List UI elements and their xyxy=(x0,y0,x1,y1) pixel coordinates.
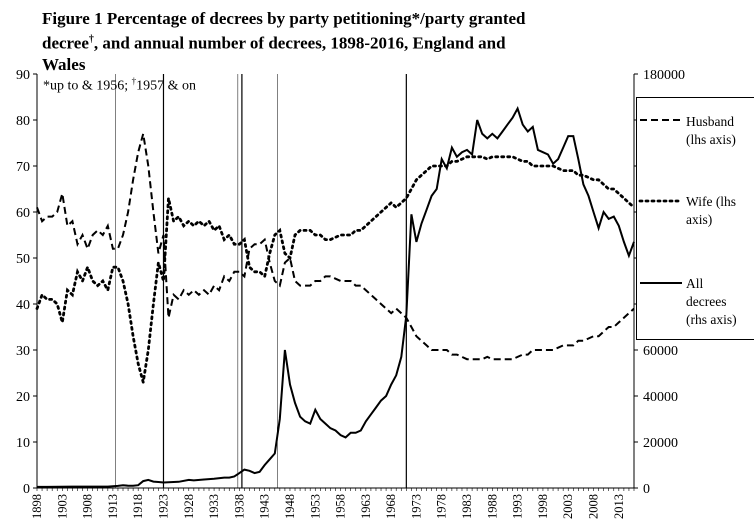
x-tick-label: 1943 xyxy=(258,494,272,519)
dagger-symbol: † xyxy=(88,34,94,45)
x-tick-label: 1908 xyxy=(81,494,95,519)
x-tick-label: 1958 xyxy=(334,494,348,519)
x-tick-label: 1918 xyxy=(131,494,145,519)
legend-all-line1: All xyxy=(686,276,704,291)
x-tick-label: 2003 xyxy=(561,494,575,519)
x-tick-label: 1903 xyxy=(55,494,69,519)
x-tick-label: 2013 xyxy=(612,494,626,519)
left-tick-label: 20 xyxy=(16,390,30,405)
x-tick-label: 1993 xyxy=(511,494,525,519)
x-tick-label: 1913 xyxy=(106,494,120,519)
chart-title: Figure 1 Percentage of decrees by party … xyxy=(42,8,642,75)
legend-wife-line1: Wife (lhs xyxy=(686,194,737,209)
x-tick-label: 1998 xyxy=(536,494,550,519)
chart-title-line2-post: , and annual number of decrees, 1898-201… xyxy=(93,33,506,53)
legend-husband-line2: (lhs axis) xyxy=(686,132,736,147)
x-tick-label: 1928 xyxy=(182,494,196,519)
x-tick-label: 1923 xyxy=(156,494,170,519)
left-tick-label: 60 xyxy=(16,206,30,221)
right-tick-label: 40000 xyxy=(643,390,678,405)
right-tick-label: 60000 xyxy=(643,344,678,359)
legend-wife-line2: axis) xyxy=(686,212,713,227)
legend xyxy=(636,97,754,340)
legend-all-line3: (rhs axis) xyxy=(686,312,737,327)
chart-footnote-post: 1957 & on xyxy=(136,78,197,94)
left-tick-label: 90 xyxy=(16,68,30,83)
x-tick-label: 1973 xyxy=(409,494,423,519)
chart-title-line2: decree†, and annual number of decrees, 1… xyxy=(42,29,642,54)
chart-footnote-pre: *up to & 1956; xyxy=(43,78,132,94)
x-tick-label: 1978 xyxy=(435,494,449,519)
right-tick-label: 180000 xyxy=(643,68,685,83)
x-tick-label: 1988 xyxy=(485,494,499,519)
series-line-all-decrees xyxy=(37,105,635,488)
x-tick-label: 1963 xyxy=(359,494,373,519)
left-tick-label: 80 xyxy=(16,114,30,129)
x-tick-label: 1983 xyxy=(460,494,474,519)
series-line-wife xyxy=(35,155,636,383)
x-tick-label: 1953 xyxy=(308,494,322,519)
right-tick-label: 0 xyxy=(643,482,650,497)
legend-label-wife: Wife (lhs axis) xyxy=(686,193,736,229)
chart-title-line2-pre: decree xyxy=(42,33,89,53)
x-tick-label: 1898 xyxy=(30,494,44,519)
series-line-husband xyxy=(36,133,635,361)
legend-all-line2: decrees xyxy=(686,294,727,309)
left-tick-label: 40 xyxy=(16,298,30,313)
x-tick-label: 1933 xyxy=(207,494,221,519)
legend-husband-line1: Husband xyxy=(686,114,734,129)
x-tick-label: 1948 xyxy=(283,494,297,519)
chart-title-line3: Wales xyxy=(42,54,86,74)
legend-label-husband: Husband (lhs axis) xyxy=(686,113,736,149)
legend-label-all-decrees: All decrees (rhs axis) xyxy=(686,275,737,329)
chart-title-line1: Figure 1 Percentage of decrees by party … xyxy=(42,9,526,28)
chart-footnote: *up to & 1956; †1957 & on xyxy=(43,76,196,95)
left-tick-label: 70 xyxy=(16,160,30,175)
left-tick-label: 10 xyxy=(16,436,30,451)
x-tick-label: 1968 xyxy=(384,494,398,519)
footnote-dagger: † xyxy=(131,76,137,86)
left-tick-label: 50 xyxy=(16,252,30,267)
x-tick-label: 2008 xyxy=(587,494,601,519)
left-tick-label: 0 xyxy=(23,482,30,497)
right-tick-label: 20000 xyxy=(643,436,678,451)
left-tick-label: 30 xyxy=(16,344,30,359)
x-tick-label: 1938 xyxy=(232,494,246,519)
